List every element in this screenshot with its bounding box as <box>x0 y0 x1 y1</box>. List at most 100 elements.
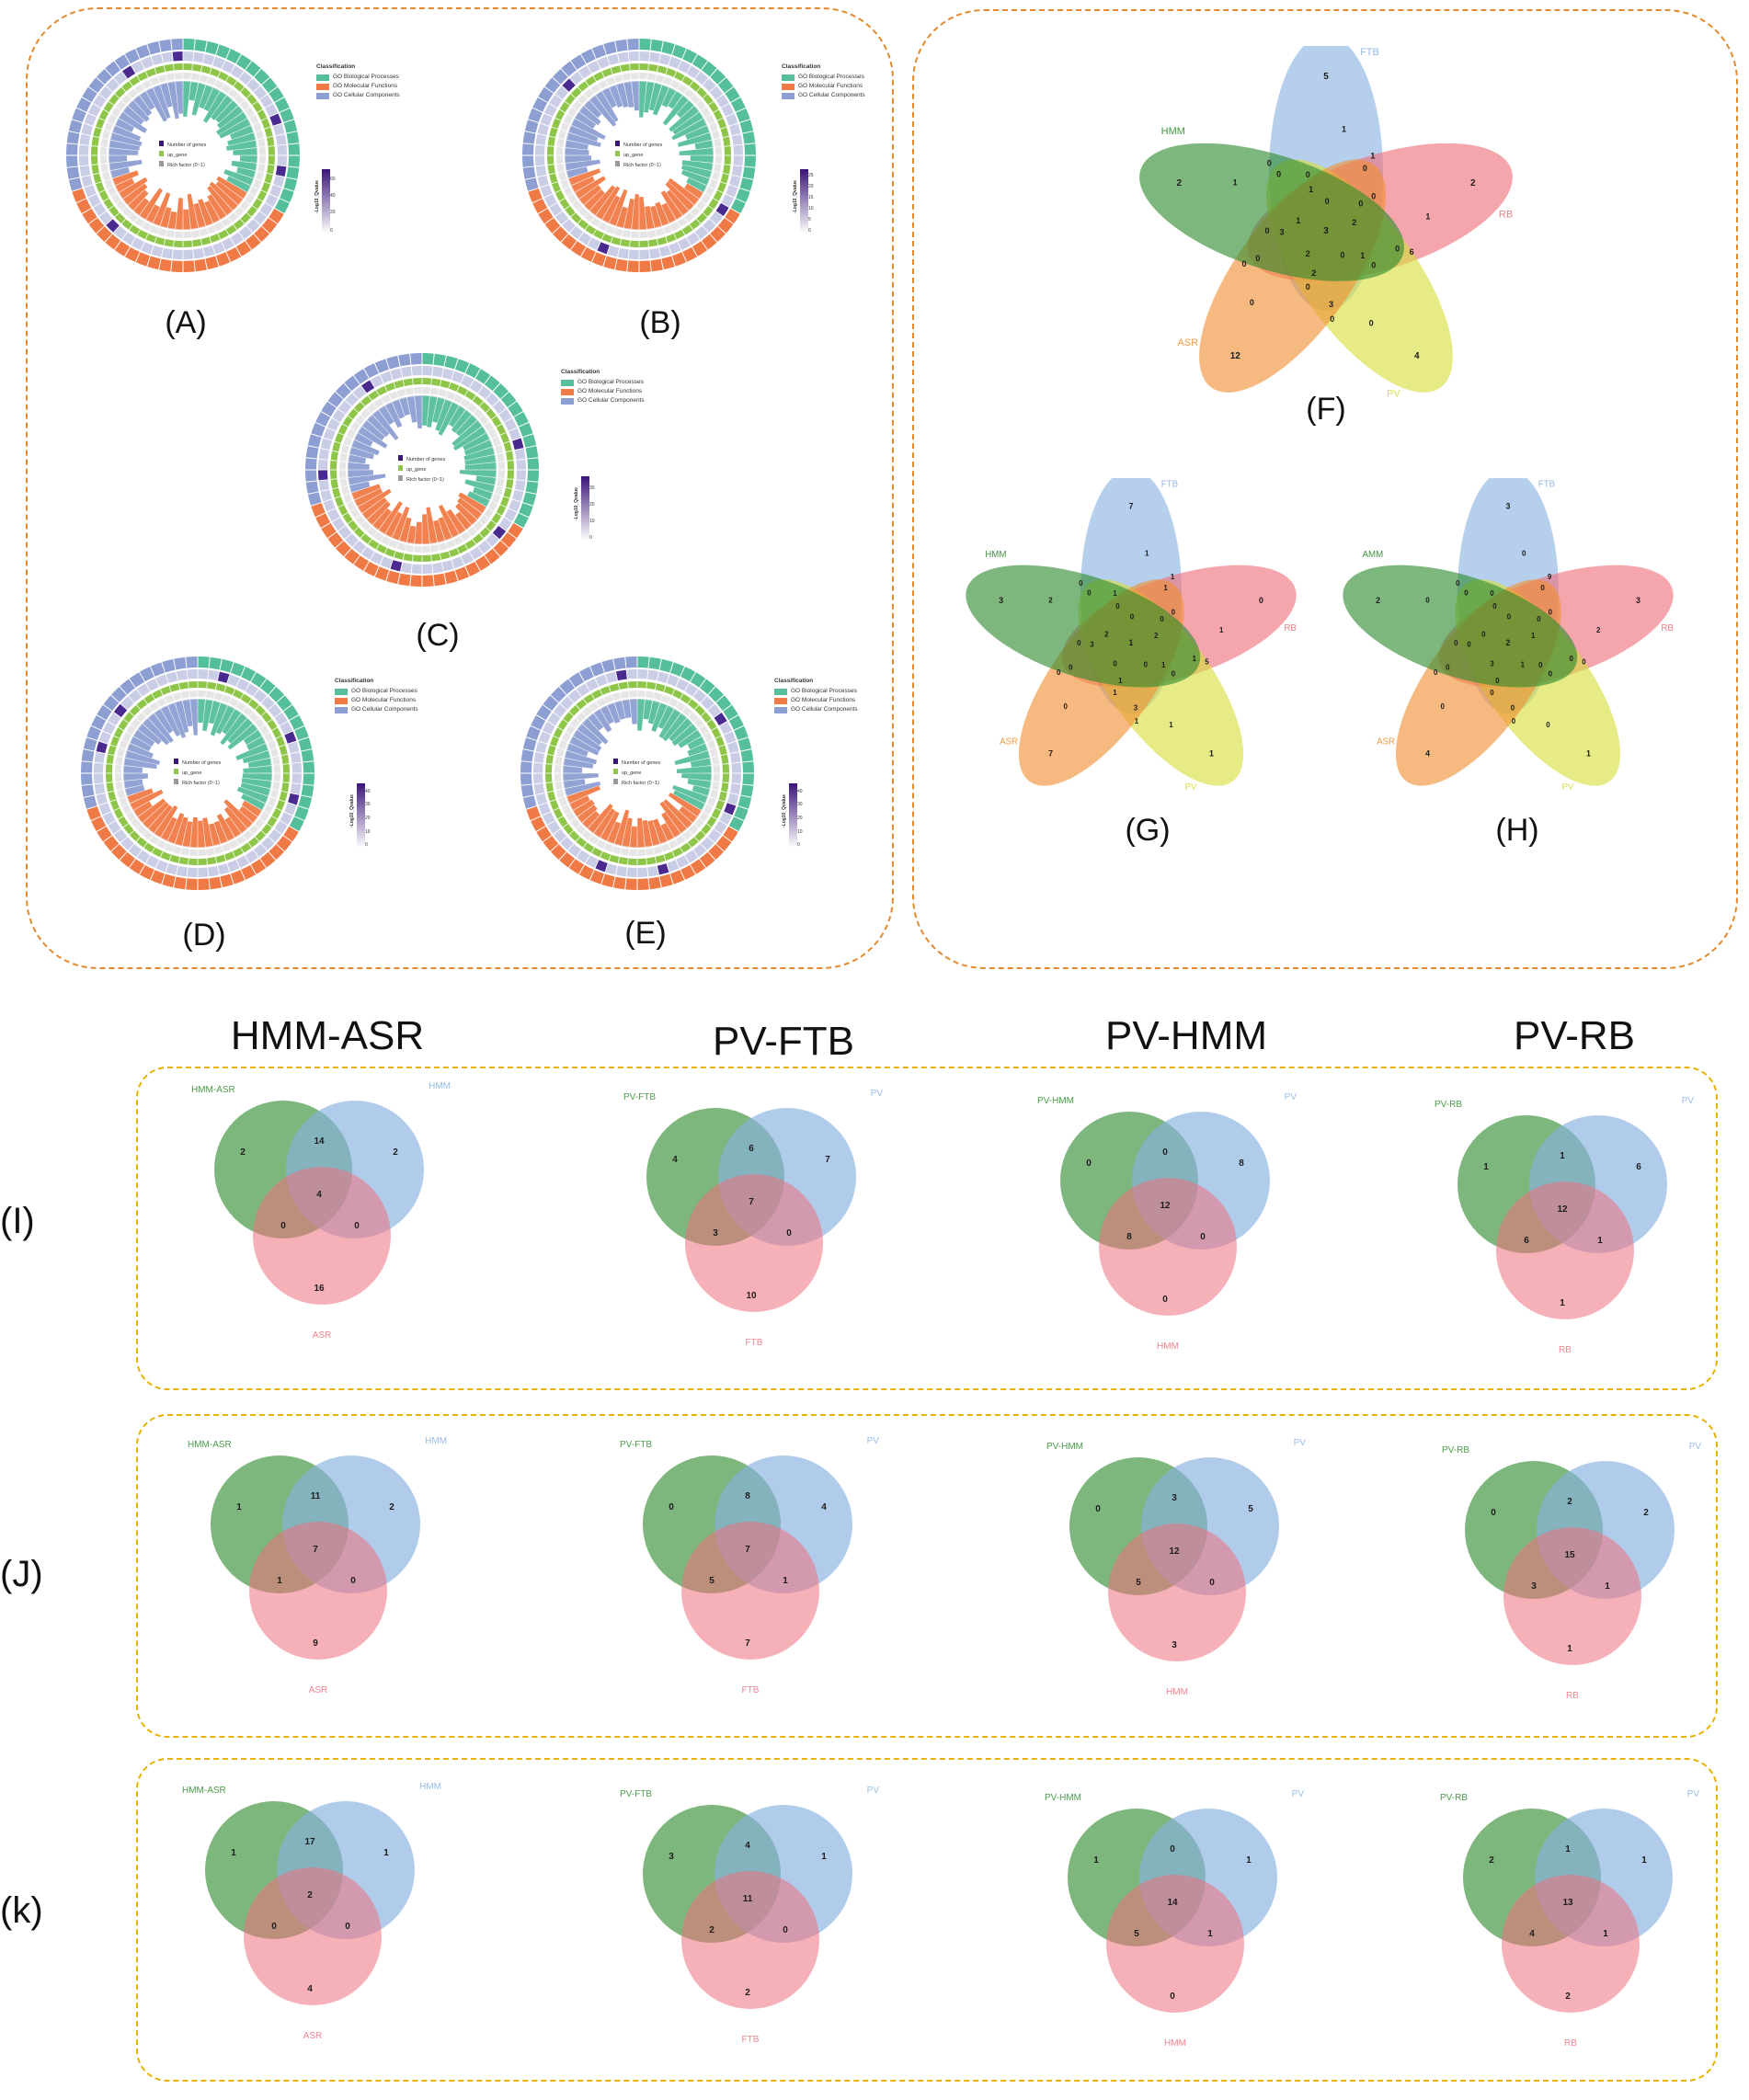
go-count-arc <box>669 242 681 255</box>
go-bg-arc <box>605 224 616 234</box>
go-count-arc <box>542 721 555 735</box>
go-term-arc <box>739 177 754 191</box>
go-up-arc <box>689 219 701 230</box>
go-term-arc <box>374 359 390 373</box>
go-term-arc <box>710 68 726 85</box>
go-up-arc <box>215 683 226 692</box>
go-rich-bar <box>565 155 592 164</box>
go-rich-bar <box>571 176 595 193</box>
go-count-arc <box>667 674 680 687</box>
go-count-arc <box>516 470 526 481</box>
go-term-arc <box>701 234 717 250</box>
go-term-arc <box>433 353 446 367</box>
inner-legend-label: Number of genes <box>622 760 660 766</box>
go-up-arc <box>240 693 252 704</box>
go-up-arc <box>233 219 245 230</box>
go-term-arc <box>353 555 370 571</box>
venn3-count: 3 <box>713 1228 718 1238</box>
go-count-arc <box>230 232 245 245</box>
go-rich-bar <box>665 181 694 211</box>
go-rich-bar <box>569 736 600 756</box>
go-count-arc <box>486 533 499 547</box>
go-rich-bar <box>681 773 712 782</box>
go-bg-arc <box>149 76 160 86</box>
venn5-count: 0 <box>1537 615 1541 623</box>
go-bg-arc <box>272 756 280 765</box>
go-bg-arc <box>254 718 265 728</box>
go-rich-bar <box>242 750 271 764</box>
go-up-arc <box>703 94 714 106</box>
go-term-arc <box>522 143 534 155</box>
go-bg-arc <box>413 545 422 553</box>
go-bg-arc <box>712 782 720 791</box>
go-count-arc <box>326 417 340 431</box>
go-count-arc <box>615 669 627 681</box>
go-up-arc <box>394 551 405 560</box>
go-rich-bar <box>669 106 700 132</box>
go-up-arc <box>711 808 722 819</box>
go-rich-bar <box>629 826 637 848</box>
go-term-arc <box>159 39 172 52</box>
go-rich-bar <box>406 525 417 544</box>
go-up-arc <box>718 745 727 756</box>
go-count-arc <box>253 843 268 858</box>
go-up-arc <box>240 842 252 853</box>
go-up-arc <box>713 109 724 120</box>
venn3-count: 14 <box>1167 1898 1178 1908</box>
go-count-arc <box>576 683 590 697</box>
go-up-arc <box>655 683 666 692</box>
go-count-arc <box>79 165 91 177</box>
go-term-arc <box>699 679 715 695</box>
go-count-arc <box>538 731 551 744</box>
go-rich-bar <box>187 193 199 230</box>
go-count-arc <box>166 671 178 683</box>
go-rich-bar <box>153 85 171 120</box>
go-up-arc <box>611 236 622 245</box>
venn5-count: 0 <box>1546 721 1550 729</box>
go-count-arc <box>128 843 143 858</box>
go-bg-arc <box>684 88 694 99</box>
go-up-arc <box>225 224 237 235</box>
go-term-arc <box>286 166 300 179</box>
go-bg-arc <box>560 121 570 132</box>
venn3-count: 4 <box>672 1155 678 1165</box>
venn3-count: 1 <box>1246 1855 1252 1866</box>
column-header-hmm-asr: HMM-ASR <box>230 1013 425 1058</box>
go-rich-bar <box>414 521 422 544</box>
go-rich-bar <box>239 155 257 164</box>
go-bg-arc <box>413 387 422 394</box>
go-rich-bar <box>435 399 452 431</box>
go-bg-arc <box>556 155 564 165</box>
go-bg-arc <box>714 155 722 165</box>
go-rich-bar <box>672 111 703 135</box>
go-rich-bar <box>137 798 166 823</box>
go-rich-bar <box>639 197 647 230</box>
go-rich-bar <box>215 100 238 123</box>
go-count-arc <box>98 211 113 225</box>
go-count-arc <box>703 219 716 233</box>
go-count-arc <box>222 237 235 251</box>
go-up-arc <box>701 823 712 835</box>
go-count-arc <box>547 820 561 835</box>
go-bg-arc <box>343 493 353 504</box>
venn5-count: 1 <box>1360 251 1365 260</box>
colorbar-tick: 40 <box>797 789 803 794</box>
venn5-set-label: FTB <box>1360 47 1379 58</box>
go-rich-bar <box>378 501 403 534</box>
legend-bp: GO Biological Processes <box>333 73 399 80</box>
go-term-arc <box>124 246 140 262</box>
go-rich-bar <box>690 758 712 768</box>
go-bg-arc <box>497 461 505 470</box>
go-term-arc <box>513 513 529 529</box>
go-up-arc <box>178 857 189 865</box>
venn3-circle-2 <box>1503 1527 1641 1665</box>
go-rich-bar <box>455 511 472 531</box>
inner-legend-swatch <box>615 141 620 146</box>
go-rich-bar <box>622 817 633 848</box>
go-rich-bar <box>223 799 253 828</box>
go-rich-bar <box>130 789 164 811</box>
venn5-petal-hmm <box>966 565 1201 688</box>
